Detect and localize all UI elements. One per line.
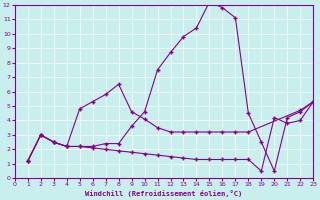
X-axis label: Windchill (Refroidissement éolien,°C): Windchill (Refroidissement éolien,°C) bbox=[85, 190, 243, 197]
